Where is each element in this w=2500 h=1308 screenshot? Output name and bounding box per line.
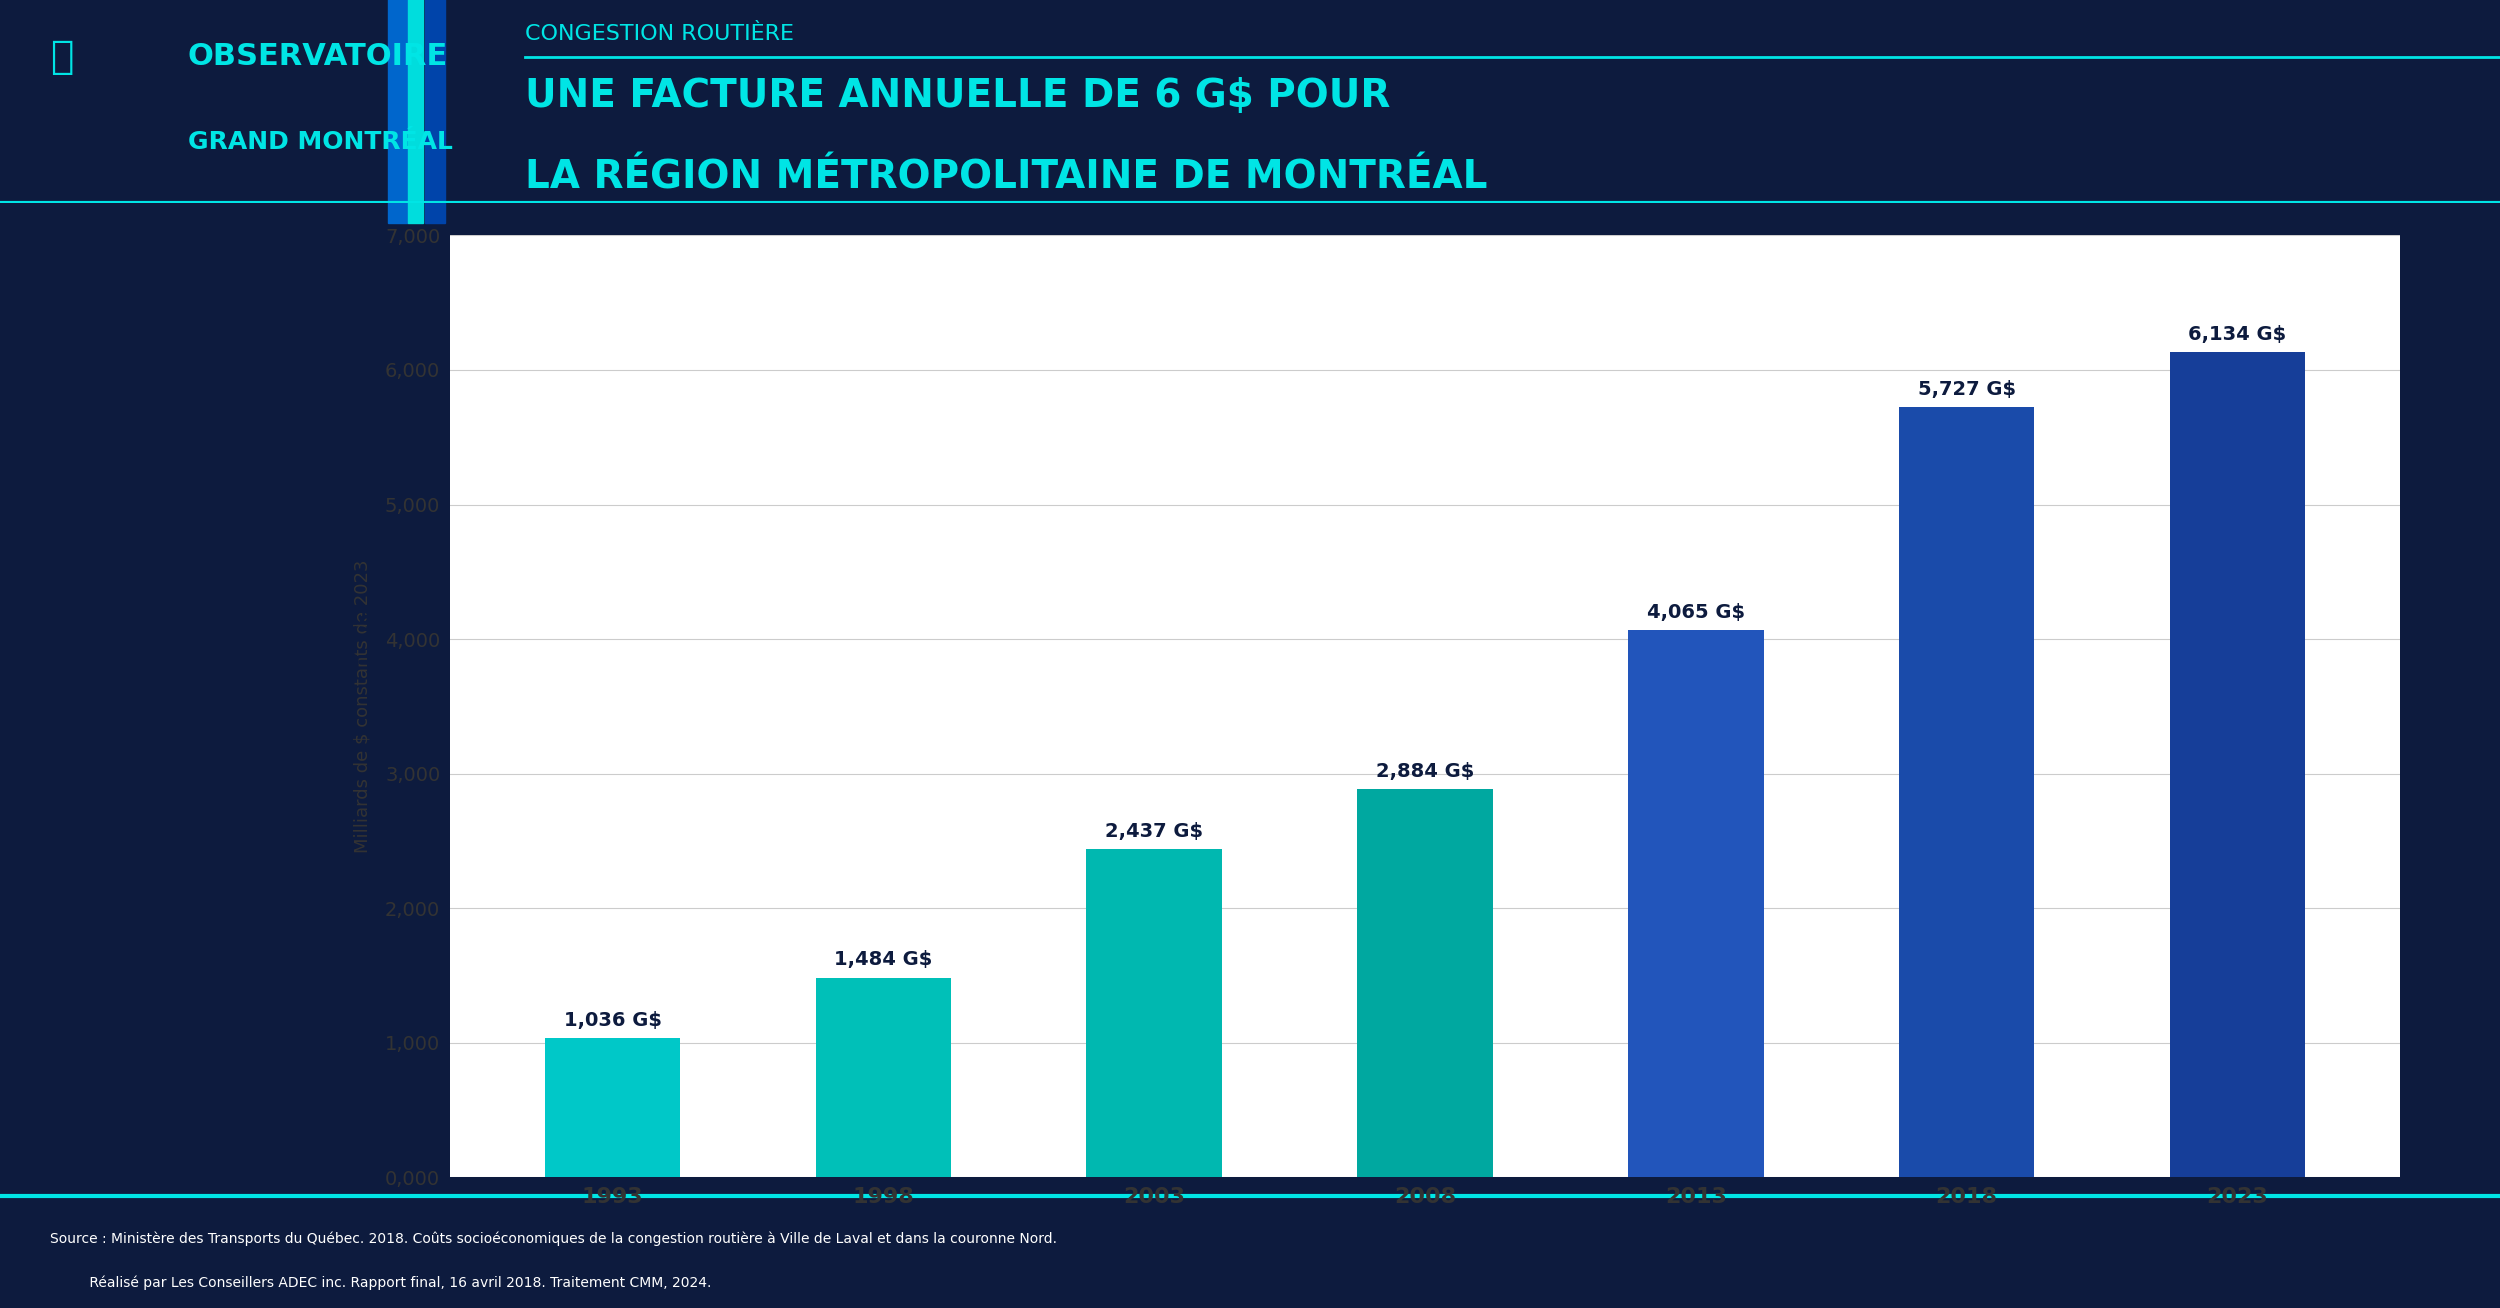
Text: Réalisé par Les Conseillers ADEC inc. Rapport final, 16 avril 2018. Traitement C: Réalisé par Les Conseillers ADEC inc. Ra… [50, 1275, 712, 1290]
Bar [425, 0, 445, 224]
Bar [1900, 407, 2035, 1177]
Text: 4,065 G$: 4,065 G$ [1648, 603, 1745, 623]
Text: OBSERVATOIRE: OBSERVATOIRE [188, 42, 448, 71]
Text: Source : Ministère des Transports du Québec. 2018. Coûts socioéconomiques de la : Source : Ministère des Transports du Qué… [50, 1232, 1058, 1247]
Text: Coûts
socioéconomiques
de la congestion
routière: Coûts socioéconomiques de la congestion … [88, 568, 375, 714]
Bar [545, 1037, 680, 1177]
Bar [1358, 789, 1492, 1177]
Text: LA RÉGION MÉTROPOLITAINE DE MONTRÉAL: LA RÉGION MÉTROPOLITAINE DE MONTRÉAL [525, 158, 1488, 196]
Bar [1628, 630, 1762, 1177]
Bar [2170, 352, 2305, 1177]
Text: 5,727 G$: 5,727 G$ [1918, 379, 2015, 399]
Text: 6,134 G$: 6,134 G$ [2188, 324, 2288, 344]
Text: UNE FACTURE ANNUELLE DE 6 G$ POUR: UNE FACTURE ANNUELLE DE 6 G$ POUR [525, 77, 1390, 115]
Text: CONGESTION ROUTIÈRE: CONGESTION ROUTIÈRE [525, 25, 795, 44]
Bar [1088, 849, 1222, 1177]
Text: GRAND MONTRÉAL: GRAND MONTRÉAL [188, 129, 452, 154]
Text: 2,437 G$: 2,437 G$ [1105, 823, 1202, 841]
Text: 1,484 G$: 1,484 G$ [835, 951, 932, 969]
Bar [408, 0, 422, 224]
Text: 🔍: 🔍 [50, 38, 72, 76]
Text: 2,884 G$: 2,884 G$ [1375, 763, 1475, 781]
Bar [815, 977, 950, 1177]
Y-axis label: Milliards de $ constants de 2023: Milliards de $ constants de 2023 [352, 560, 370, 853]
Bar [388, 0, 408, 224]
Text: 1,036 G$: 1,036 G$ [562, 1011, 662, 1029]
